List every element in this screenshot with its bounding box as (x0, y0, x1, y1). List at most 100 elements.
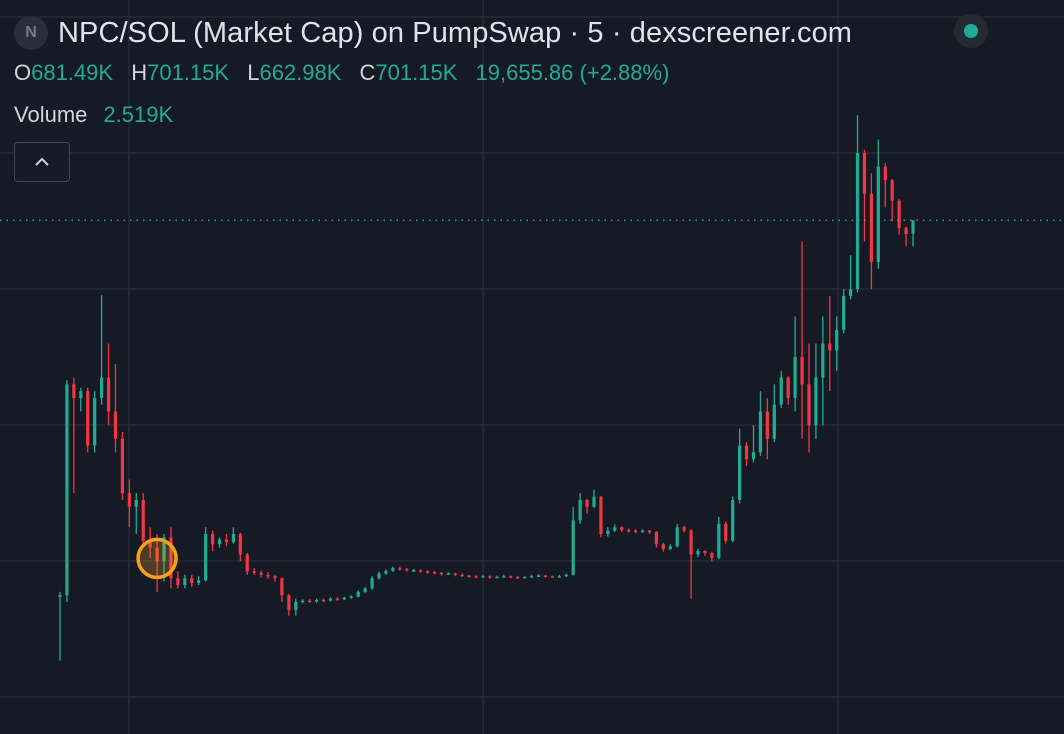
candle-body (842, 295, 846, 330)
low-value: 662.98K (259, 60, 342, 85)
volume-value: 2.519K (103, 102, 174, 127)
candle-body (703, 551, 707, 554)
candle-body (238, 534, 242, 555)
candle-body (724, 523, 728, 541)
change-value: 19,655.86 (+2.88%) (475, 60, 670, 85)
candle-body (120, 438, 125, 494)
candle-body (772, 404, 776, 439)
candle-body (432, 572, 437, 574)
candle-body (217, 539, 222, 545)
candle-body (557, 576, 561, 578)
candle-body (106, 377, 111, 412)
ohlc-readout: O681.49K H701.15K L662.98K C701.15K 19,6… (14, 60, 681, 86)
candle-body (848, 289, 853, 296)
open-value: 681.49K (31, 60, 114, 85)
candle-body (273, 576, 277, 579)
candle-body (509, 576, 513, 578)
candle-body (862, 153, 867, 194)
volume-readout: Volume 2.519K (14, 102, 173, 128)
candle-body (384, 570, 388, 574)
candle-body (113, 411, 118, 439)
candle-body (786, 377, 790, 398)
high-label: H (131, 60, 148, 85)
candle-body (398, 568, 402, 570)
candle-body (204, 534, 208, 581)
chart-legend: N NPC/SOL (Market Cap) on PumpSwap · 5 ·… (14, 14, 853, 182)
candle-body (488, 576, 492, 578)
candle-body (349, 596, 353, 599)
candle-body (800, 357, 804, 385)
candle-body (620, 527, 624, 530)
candle-body (467, 575, 471, 577)
open-label: O (14, 60, 32, 85)
candle-body (495, 576, 499, 579)
candle-body (377, 573, 381, 579)
candle-body (578, 499, 582, 521)
chevron-up-icon (35, 157, 49, 166)
candle-body (668, 546, 672, 549)
candle-body (689, 530, 693, 555)
candle-body (564, 574, 568, 577)
candle-body (675, 527, 679, 547)
candle-body (904, 227, 908, 235)
candle-body (93, 397, 97, 446)
candle-body (176, 578, 180, 586)
candle-body (571, 520, 575, 575)
trade-marker-circle (136, 537, 178, 580)
close-label: C (359, 60, 376, 85)
candle-body (169, 537, 173, 579)
candle-body (259, 572, 263, 575)
candle-body (710, 553, 714, 558)
candle-body (100, 377, 104, 398)
candle-body (72, 384, 76, 398)
candle-body (308, 600, 312, 603)
candle-body (897, 200, 901, 228)
candle-body (231, 534, 235, 543)
candle-body (79, 391, 83, 398)
candle-body (335, 598, 339, 601)
candle-body (516, 576, 520, 579)
close-value: 701.15K (375, 60, 458, 85)
candle-body (481, 576, 485, 578)
candle-body (647, 530, 652, 533)
collapse-legend-button[interactable] (14, 142, 70, 182)
candle-body (502, 576, 506, 578)
candle-body (141, 499, 145, 541)
candle-body (536, 575, 541, 577)
candle-body (197, 580, 201, 583)
candle-body (606, 530, 610, 535)
candle-body (751, 452, 756, 460)
candle-body (779, 377, 783, 405)
candle-body (86, 391, 90, 446)
candle-body (210, 534, 215, 545)
candle-body (224, 539, 229, 543)
candle-body (613, 527, 617, 531)
candle-body (828, 343, 832, 351)
low-label: L (247, 60, 260, 85)
candle-body (627, 529, 631, 532)
volume-label: Volume (14, 102, 88, 127)
candle-body (127, 493, 131, 507)
symbol-logo: N (14, 16, 48, 50)
candle-body (474, 576, 478, 578)
candle-body (758, 411, 763, 453)
candle-body (744, 445, 749, 460)
candle-body (814, 377, 818, 426)
candle-body (876, 166, 880, 262)
candle-body (391, 568, 395, 571)
candle-body (266, 574, 270, 577)
connection-status (954, 14, 988, 48)
candle-body (155, 547, 159, 562)
chart-title: NPC/SOL (Market Cap) on PumpSwap · 5 · d… (58, 16, 853, 49)
candle-body (696, 551, 700, 555)
candle-body (738, 445, 742, 500)
high-value: 701.15K (147, 60, 230, 85)
candle-body (793, 357, 797, 398)
candle-body (287, 595, 291, 611)
candle-body (765, 411, 769, 439)
candle-body (550, 576, 554, 578)
candle-body (654, 531, 659, 545)
candle-body (412, 570, 416, 572)
